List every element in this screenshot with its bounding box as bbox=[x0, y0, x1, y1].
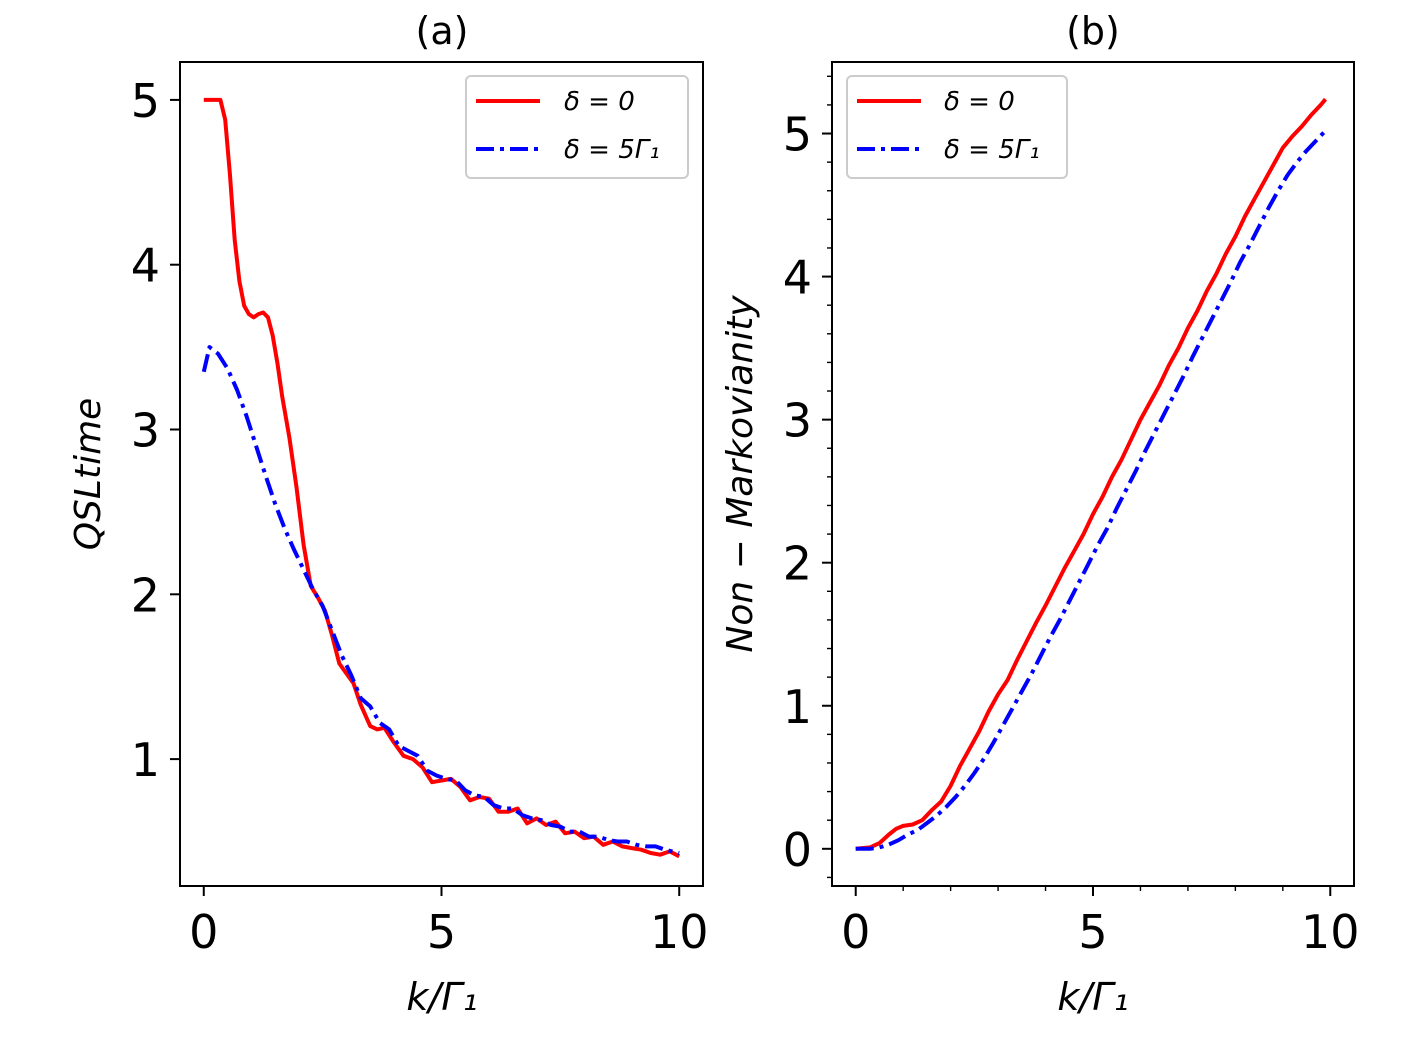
panel-a: (a) QSLtime k/Γ₁ 0 5 10 1 2 3 4 5 δ = 0 δ = 5Γ₁ bbox=[68, 9, 709, 1019]
panel-a-x-tick-label: 10 bbox=[650, 905, 709, 959]
panel-b-x-tick-label: 5 bbox=[1078, 905, 1107, 959]
panel-a-x-tick-label: 0 bbox=[189, 905, 218, 959]
panel-a-axes: 0 5 10 1 2 3 4 5 bbox=[131, 74, 709, 959]
panel-a-y-tick-label: 5 bbox=[131, 74, 160, 128]
panel-a-y-tick-label: 1 bbox=[131, 733, 160, 787]
panel-b-y-tick-label: 1 bbox=[783, 680, 812, 734]
panel-b-y-tick-label: 5 bbox=[783, 108, 812, 162]
panel-b-y-tick-label: 3 bbox=[783, 394, 812, 448]
panel-a-series-delta-5 bbox=[201, 345, 680, 855]
panel-a-legend-label-delta-0: δ = 0 bbox=[564, 87, 635, 117]
panel-b-frame bbox=[831, 61, 1355, 887]
panel-a-title: (a) bbox=[416, 9, 469, 53]
panel-a-y-tick-label: 2 bbox=[131, 568, 160, 622]
panel-a-frame bbox=[179, 61, 704, 887]
panel-b-series-delta-5 bbox=[855, 129, 1327, 851]
panel-b: (b) Non − Markovianity k/Γ₁ 0 5 10 0 1 2 3 4 5 δ… bbox=[720, 9, 1360, 1019]
panel-a-legend: δ = 0 δ = 5Γ₁ bbox=[465, 75, 689, 179]
panel-a-series bbox=[201, 97, 681, 859]
panel-b-legend: δ = 0 δ = 5Γ₁ bbox=[846, 75, 1068, 179]
panel-b-y-tick-label: 2 bbox=[783, 537, 812, 591]
panel-b-x-axis-label: k/Γ₁ bbox=[1057, 975, 1128, 1019]
panel-b-x-tick-label: 10 bbox=[1301, 905, 1360, 959]
panel-a-y-tick-label: 3 bbox=[131, 404, 160, 458]
panel-b-series bbox=[855, 97, 1328, 851]
panel-b-y-axis-label: Non − Markovianity bbox=[720, 295, 761, 653]
panel-a-y-axis-label: QSLtime bbox=[68, 398, 109, 551]
panel-a-series-delta-0 bbox=[203, 97, 681, 859]
panel-a-x-axis-label: k/Γ₁ bbox=[406, 975, 477, 1019]
panel-b-x-tick-label: 0 bbox=[841, 905, 870, 959]
panel-b-y-tick-label: 4 bbox=[783, 251, 812, 305]
panel-b-y-tick-label: 0 bbox=[783, 823, 812, 877]
panel-b-legend-label-delta-0: δ = 0 bbox=[944, 87, 1015, 117]
panel-b-series-delta-0 bbox=[855, 97, 1328, 851]
panel-a-y-tick-label: 4 bbox=[131, 239, 160, 293]
panel-a-x-tick-label: 5 bbox=[427, 905, 456, 959]
panel-b-legend-label-delta-5: δ = 5Γ₁ bbox=[944, 135, 1040, 165]
panel-b-title: (b) bbox=[1066, 9, 1120, 53]
panel-a-legend-label-delta-5: δ = 5Γ₁ bbox=[564, 135, 660, 165]
panel-b-axes: 0 5 10 0 1 2 3 4 5 bbox=[783, 75, 1360, 959]
